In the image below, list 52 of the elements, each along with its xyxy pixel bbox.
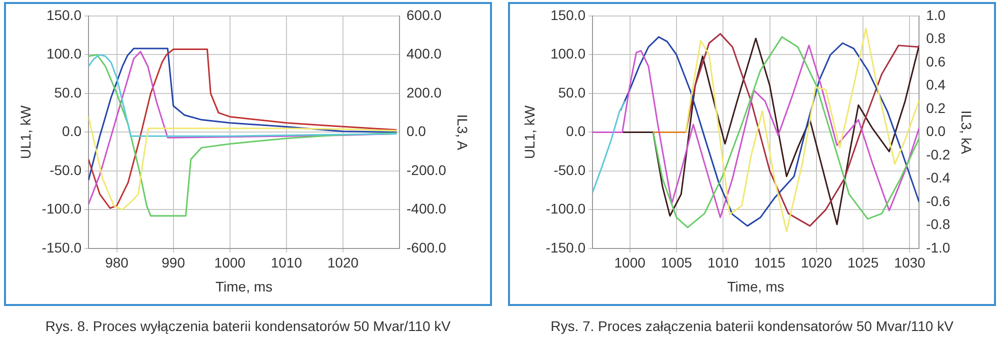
y2-tick-label: 0.0 (926, 123, 946, 140)
y2-tick-label: -400.0 (406, 200, 446, 217)
x-tick-label: 990 (162, 254, 186, 271)
y2-axis-title: IL3, A (454, 114, 471, 151)
y-tick-label: -150.0 (42, 239, 82, 256)
y2-axis-title: IL3, kA (958, 110, 975, 155)
x-tick-label: 1000 (214, 254, 246, 271)
x-axis-title: Time, ms (727, 278, 784, 294)
y2-tick-label: 0.0 (406, 123, 426, 140)
y2-tick-label: 0.4 (926, 76, 946, 93)
x-tick-label: 1005 (660, 254, 692, 271)
y2-tick-label: -0.4 (926, 170, 950, 186)
y-tick-label: -50.0 (554, 162, 586, 178)
y2-tick-label: -600.0 (406, 239, 446, 256)
y2-tick-label: 400.0 (406, 46, 442, 62)
x-axis-title: Time, ms (215, 278, 273, 294)
x-tick-label: 1025 (848, 254, 879, 271)
y2-tick-label: -200.0 (406, 162, 446, 178)
y2-tick-label: 1.0 (926, 6, 946, 23)
y2-tick-label: -1.0 (926, 239, 950, 256)
y-tick-label: 100.0 (550, 46, 586, 62)
y2-tick-label: 200.0 (406, 84, 442, 100)
x-tick-label: 1010 (270, 254, 302, 271)
x-tick-label: 1010 (708, 254, 739, 271)
text: Rys. 8. Proces wyłączenia baterii kondensatorów 50 Mvar/110 kV (44, 318, 452, 334)
x-tick-label: 1020 (327, 254, 359, 271)
x-tick-label: 1020 (800, 254, 832, 271)
y2-tick-label: 0.6 (926, 53, 946, 70)
y2-tick-label: -0.6 (926, 192, 950, 209)
x-tick-label: 1000 (614, 254, 646, 271)
y2-tick-label: 0.8 (926, 30, 946, 46)
y-tick-label: 0.0 (62, 123, 82, 140)
y-tick-label: 100.0 (46, 46, 82, 62)
x-tick-label: 1015 (754, 254, 786, 271)
x-tick-label: 980 (105, 254, 129, 271)
y-tick-label: 0.0 (566, 123, 586, 140)
y-tick-label: 50.0 (558, 84, 586, 100)
y-tick-label: -100.0 (42, 200, 82, 217)
y-tick-label: 150.0 (46, 6, 82, 23)
y-axis-title: UL1, kW (521, 104, 538, 160)
y2-tick-label: -0.2 (926, 146, 950, 162)
y2-tick-label: 0.2 (926, 100, 946, 116)
y-tick-label: 150.0 (550, 6, 586, 23)
y2-tick-label: -0.8 (926, 216, 950, 232)
y-tick-label: -50.0 (50, 162, 82, 178)
text: Rys. 7. Proces załączenia baterii kondensatorów 50 Mvar/110 kV (550, 318, 954, 334)
y-axis-title: UL1, kW (17, 104, 34, 160)
y2-tick-label: 600.0 (406, 6, 442, 23)
x-tick-label: 1030 (894, 254, 926, 271)
y-tick-label: -100.0 (546, 200, 586, 217)
y-tick-label: 50.0 (54, 84, 82, 100)
y-tick-label: -150.0 (546, 239, 586, 256)
